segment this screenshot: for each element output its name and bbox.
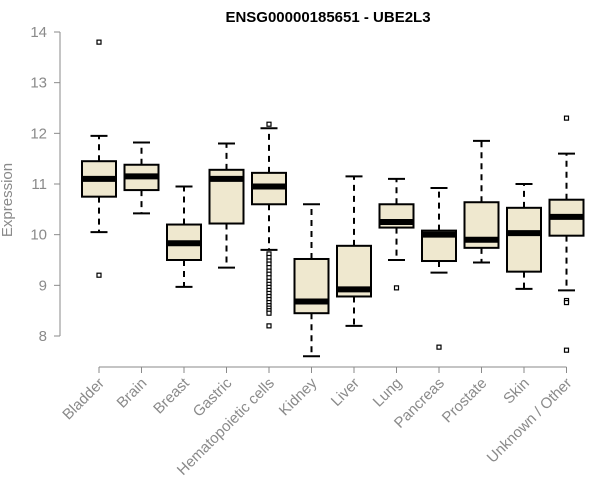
box-iqr bbox=[293, 257, 330, 315]
y-tick-label: 14 bbox=[30, 24, 47, 41]
boxes bbox=[81, 39, 585, 358]
box-group bbox=[506, 183, 542, 290]
y-tick-label: 11 bbox=[31, 176, 47, 193]
box-group bbox=[293, 203, 330, 358]
x-tick-label: Liver bbox=[328, 375, 363, 410]
box-group bbox=[123, 141, 160, 215]
box-group bbox=[166, 185, 202, 288]
outlier-point bbox=[266, 121, 272, 127]
box-group bbox=[208, 142, 245, 269]
outlier-point bbox=[436, 344, 442, 350]
x-tick-label: Bladder bbox=[59, 375, 108, 424]
box-group bbox=[81, 39, 117, 278]
y-tick-label: 10 bbox=[30, 227, 47, 244]
x-tick-label: Lung bbox=[370, 375, 406, 411]
outlier-point bbox=[96, 39, 102, 45]
x-tick-label: Breast bbox=[150, 374, 193, 417]
x-tick-label: Kidney bbox=[276, 374, 321, 419]
x-tick-label: Brain bbox=[114, 375, 151, 412]
y-axis: 8 9 10 11 12 13 14 bbox=[30, 24, 61, 345]
outlier-point bbox=[266, 323, 272, 329]
x-tick-label: Skin bbox=[500, 375, 533, 408]
outlier-point bbox=[393, 285, 400, 291]
x-tick-label: Prostate bbox=[439, 375, 491, 427]
box-iqr bbox=[506, 206, 542, 273]
box-group bbox=[336, 175, 372, 327]
outlier-point bbox=[266, 310, 272, 316]
outlier-point bbox=[563, 347, 570, 353]
chart-title: ENSG00000185651 - UBE2L3 bbox=[225, 9, 430, 26]
outlier-point bbox=[563, 299, 570, 306]
box-group bbox=[421, 187, 457, 350]
box-group bbox=[378, 177, 415, 291]
y-tick-label: 12 bbox=[30, 125, 47, 142]
y-axis-title: Expression bbox=[0, 163, 16, 237]
outlier-point bbox=[563, 115, 570, 121]
box-group bbox=[463, 139, 500, 264]
y-tick-label: 8 bbox=[39, 328, 47, 345]
y-tick-label: 13 bbox=[30, 75, 47, 92]
box-group bbox=[251, 121, 287, 329]
box-group bbox=[548, 115, 585, 353]
outlier-point bbox=[96, 272, 102, 278]
y-tick-label: 9 bbox=[39, 277, 47, 294]
